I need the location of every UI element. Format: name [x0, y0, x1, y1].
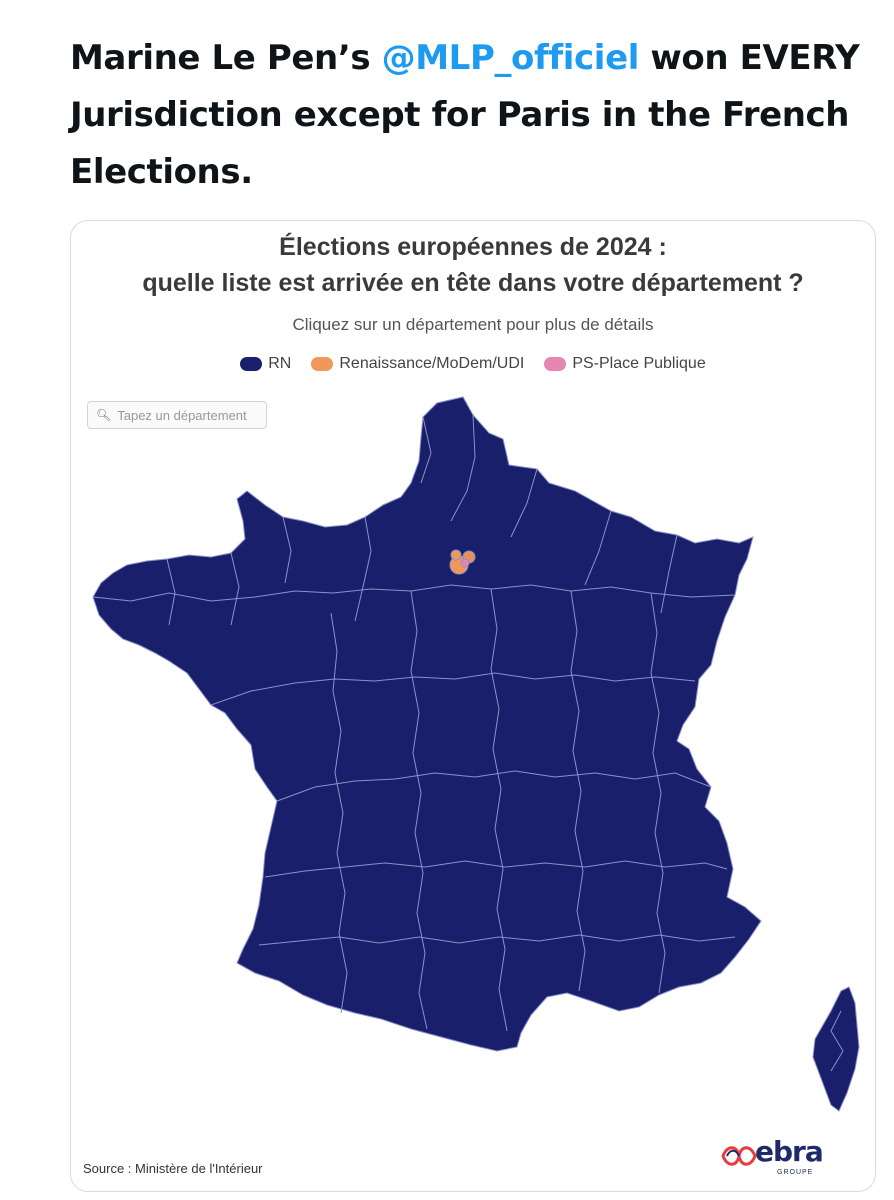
- legend-item-renaissance[interactable]: Renaissance/MoDem/UDI: [311, 355, 524, 373]
- map-card: Élections européennes de 2024 : quelle l…: [70, 220, 876, 1192]
- search-icon: 🔍︎: [96, 408, 112, 422]
- mention-link[interactable]: @MLP_officiel: [381, 38, 640, 78]
- tweet-text-after: won EVERY Jurisdiction except for Paris …: [70, 38, 860, 192]
- legend-swatch-ps: [544, 357, 567, 371]
- legend-item-ps[interactable]: PS-Place Publique: [544, 355, 706, 373]
- search-placeholder: Tapez un département: [117, 407, 247, 423]
- legend-label-rn: RN: [268, 355, 292, 372]
- tweet-text: Marine Le Pen’s @MLP_officiel won EVERY …: [70, 30, 870, 201]
- logo-subtext: GROUPE: [777, 1169, 814, 1176]
- map-title-line2: quelle liste est arrivée en tête dans vo…: [142, 269, 804, 297]
- france-map[interactable]: [71, 221, 875, 1191]
- mainland-france[interactable]: [92, 396, 762, 1052]
- legend-swatch-rn: [240, 357, 263, 371]
- region-ps-paris[interactable]: [460, 558, 470, 568]
- department-borders: [92, 414, 844, 1072]
- region-renaissance-3[interactable]: [450, 549, 462, 561]
- map-title-line1: Élections européennes de 2024 :: [279, 233, 667, 261]
- ebra-logo: ebra GROUPE: [719, 1135, 824, 1181]
- tweet-text-before: Marine Le Pen’s: [70, 38, 382, 78]
- legend: RN Renaissance/MoDem/UDI PS-Place Publiq…: [71, 355, 875, 373]
- department-search-input[interactable]: 🔍︎ Tapez un département: [87, 401, 267, 429]
- corsica[interactable]: [812, 986, 860, 1112]
- ebra-logo-mark: [721, 1146, 757, 1166]
- legend-swatch-renaissance: [311, 357, 334, 371]
- logo-text: ebra: [755, 1135, 824, 1168]
- legend-label-ps: PS-Place Publique: [572, 355, 706, 372]
- source-text: Source : Ministère de l'Intérieur: [83, 1161, 263, 1176]
- map-subtitle: Cliquez sur un département pour plus de …: [292, 315, 654, 334]
- legend-label-renaissance: Renaissance/MoDem/UDI: [339, 355, 525, 372]
- paris-region[interactable]: [449, 549, 476, 575]
- legend-item-rn[interactable]: RN: [240, 355, 291, 373]
